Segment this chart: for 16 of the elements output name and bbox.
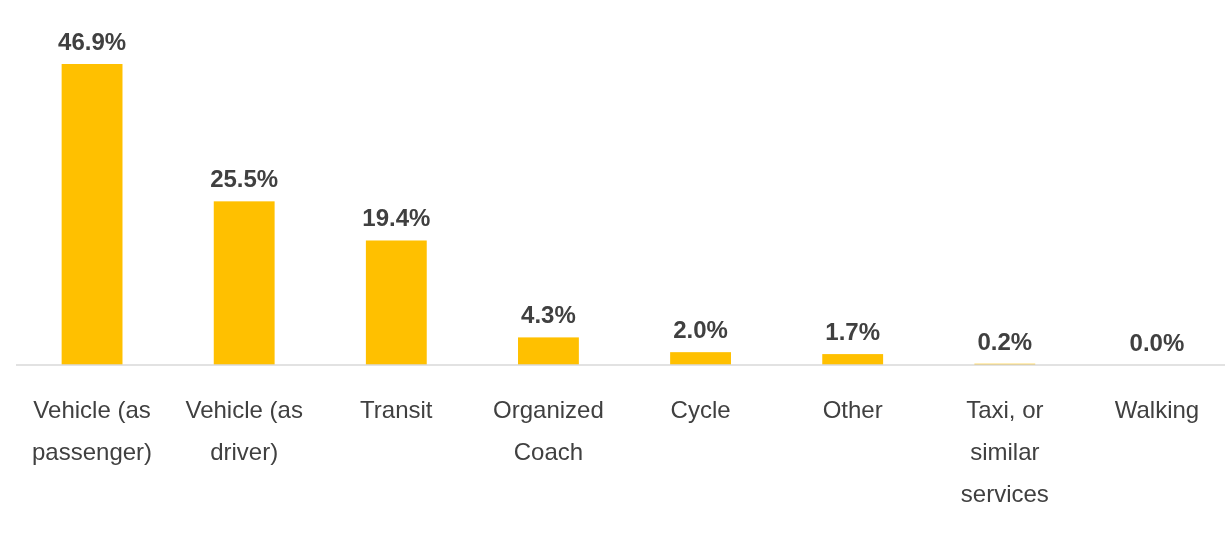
x-tick-label: Transit	[360, 396, 433, 423]
x-tick-label: Vehicle (as driver)	[185, 396, 303, 465]
x-tick-label: Walking	[1114, 396, 1200, 423]
data-label: 4.3%	[521, 301, 576, 329]
data-label: 25.5%	[210, 165, 279, 193]
data-label: 2.0%	[673, 316, 728, 344]
x-tick-label: Taxi, or similar services	[960, 396, 1049, 507]
data-label: 0.2%	[977, 327, 1033, 355]
x-tick-label: Organized Coach	[493, 396, 604, 465]
x-tick-label: Cycle	[670, 396, 731, 423]
x-tick-label: Other	[822, 396, 883, 423]
data-label: 1.7%	[825, 318, 881, 346]
x-tick-label: Vehicle (as passenger)	[32, 396, 153, 465]
data-label: 19.4%	[362, 204, 431, 232]
data-label: 0.0%	[1129, 329, 1185, 356]
data-label: 46.9%	[58, 28, 127, 55]
